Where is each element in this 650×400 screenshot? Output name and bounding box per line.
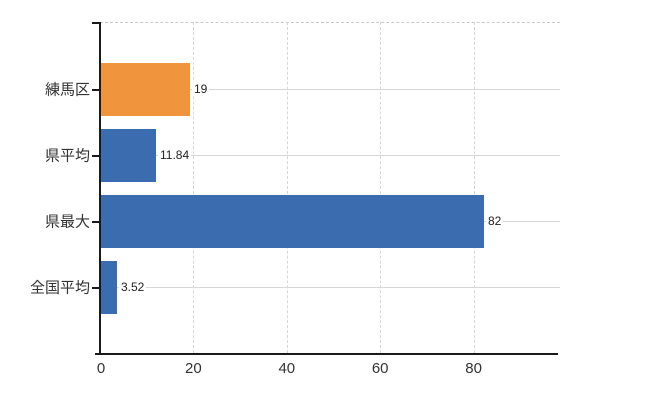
gridline-vertical [286, 22, 288, 353]
plot-top-border [100, 22, 560, 23]
x-tick-label: 60 [371, 360, 389, 377]
category-label: 県平均 [44, 147, 90, 165]
y-axis-tick [92, 287, 99, 289]
category-label: 全国平均 [29, 279, 90, 297]
y-axis-line [99, 22, 101, 353]
x-tick-label: 80 [465, 360, 482, 377]
bar [101, 261, 117, 314]
bar-value-label: 3.52 [119, 280, 147, 294]
y-axis-top-tick [92, 22, 99, 24]
x-tick-label: 20 [185, 360, 202, 377]
bar [101, 195, 484, 248]
y-axis-tick [92, 155, 99, 157]
gridline-horizontal [100, 155, 560, 156]
bar-value-label: 11.84 [158, 148, 192, 162]
gridline-vertical [473, 22, 475, 353]
x-axis-line [95, 353, 558, 355]
bar-value-label: 19 [192, 82, 210, 96]
gridline-horizontal [100, 287, 560, 288]
category-label: 練馬区 [44, 81, 90, 99]
bar [101, 129, 156, 182]
gridline-vertical [193, 22, 195, 353]
y-axis-tick [92, 221, 99, 223]
x-tick-label: 40 [278, 360, 296, 377]
category-label: 県最大 [44, 213, 90, 231]
y-axis-tick [92, 89, 99, 91]
bar-value-label: 82 [486, 214, 504, 228]
bar [101, 63, 190, 116]
x-tick-label: 0 [96, 360, 106, 377]
gridline-horizontal [100, 89, 560, 90]
gridline-vertical [380, 22, 382, 353]
